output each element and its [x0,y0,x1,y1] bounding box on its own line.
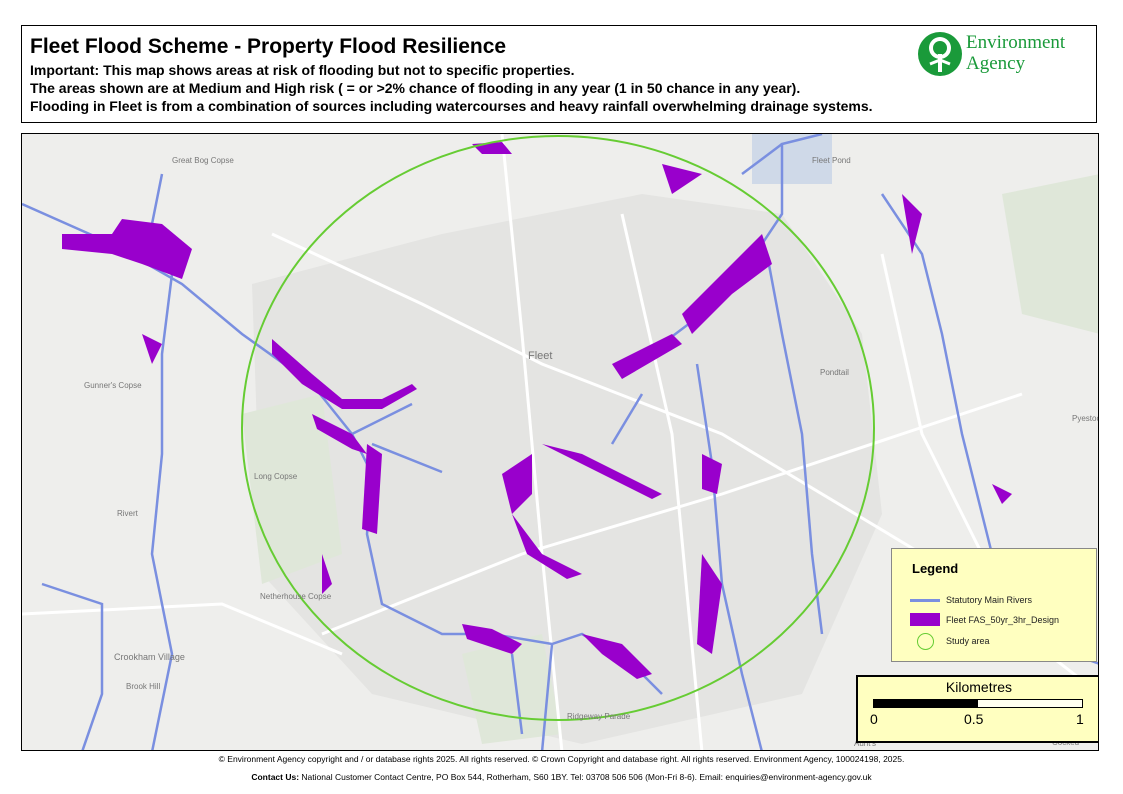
scale-tick-0: 0 [870,711,878,727]
place-label: Netherhouse Copse [260,592,332,601]
contact-info: Contact Us: National Customer Contact Ce… [251,772,872,782]
place-label: Pondtail [820,368,849,377]
place-label: Rivert [117,509,138,518]
scale-bar: Kilometres 0 0.5 1 [856,675,1098,743]
basemap-urban [252,194,882,744]
place-label: Great Bog Copse [172,156,234,165]
place-label: Crookham Village [114,652,185,662]
river-line-icon [910,598,940,602]
place-label: Pyestock [1072,414,1098,423]
legend-item-flood: Fleet FAS_50yr_3hr_Design [910,613,1059,626]
map-canvas [22,134,1098,750]
place-label: Long Copse [254,472,298,481]
tree-logo-icon [918,32,962,76]
flood-map[interactable]: Fleet Great Bog Copse Rivert Gunner's Co… [21,133,1099,751]
basemap-green [242,174,1098,744]
notice-line-2: The areas shown are at Medium and High r… [30,80,801,96]
study-area-circle-icon [916,633,934,650]
study-area-circle [241,135,875,721]
scale-unit: Kilometres [945,679,1013,695]
place-label: Ridgeway Parade [567,712,631,721]
place-label: Fleet [528,350,553,362]
copyright-notice: © Environment Agency copyright and / or … [218,754,905,764]
logo-line-2: Agency [966,53,1026,74]
page-title: Fleet Flood Scheme - Property Flood Resi… [30,35,507,58]
legend-item-study-area: Study area [910,633,990,650]
place-label: Aunt's [854,739,876,748]
scale-tick-half: 0.5 [964,711,984,727]
scale-tick-1: 1 [1076,711,1084,727]
legend-item-rivers: Statutory Main Rivers [910,595,1032,605]
place-label: Fleet Pond [812,156,851,165]
environment-agency-logo: Environment Agency [916,30,1088,78]
place-label: Gunner's Copse [84,381,142,390]
map-header: Fleet Flood Scheme - Property Flood Resi… [21,25,1097,123]
notice-line-3: Flooding in Fleet is from a combination … [30,98,873,114]
scale-bar-black-segment [874,700,978,707]
place-label: Brook Hill [126,682,161,691]
flood-extent-areas [62,142,1012,679]
flood-fill-icon [910,613,940,626]
map-legend: Legend Statutory Main Rivers Fleet FAS_5… [891,548,1097,662]
logo-line-1: Environment [966,32,1066,53]
legend-title: Legend [912,561,959,576]
notice-line-1: Important: This map shows areas at risk … [30,62,575,78]
